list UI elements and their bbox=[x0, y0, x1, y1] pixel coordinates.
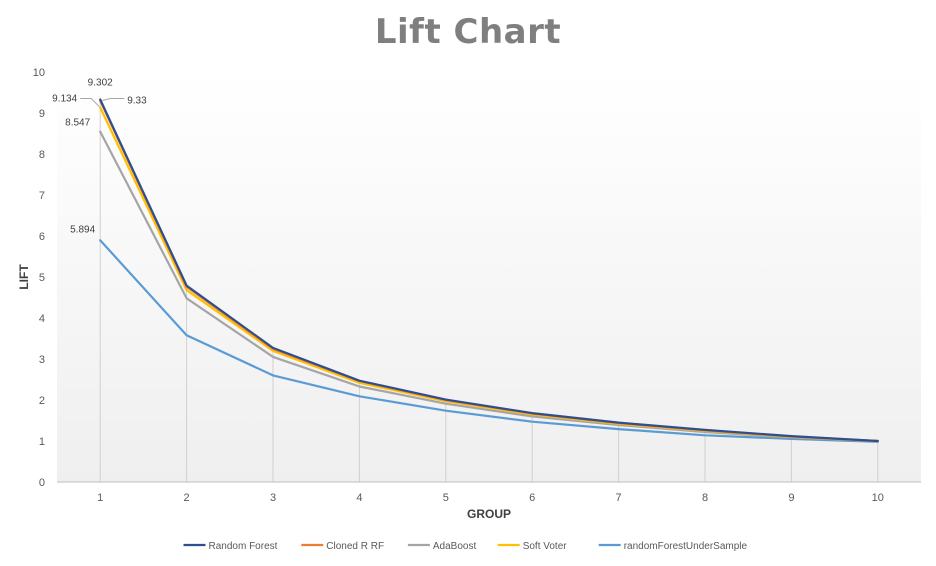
y-tick-label: 2 bbox=[39, 395, 45, 407]
x-tick-label: 6 bbox=[529, 492, 535, 504]
x-tick-label: 10 bbox=[872, 492, 884, 504]
data-label: 9.134 bbox=[52, 94, 77, 105]
y-tick-label: 3 bbox=[39, 354, 45, 366]
plot-area bbox=[57, 72, 921, 482]
data-label: 8.547 bbox=[65, 118, 90, 129]
legend-label: Soft Voter bbox=[523, 541, 568, 552]
data-labels: 9.302 9.33 9.134 8.547 5.894 bbox=[52, 78, 147, 236]
legend-item: Cloned R RF bbox=[301, 541, 384, 552]
series-line-randomforestundersample bbox=[99, 239, 879, 443]
x-axis-title: GROUP bbox=[467, 507, 511, 521]
legend-label: randomForestUnderSample bbox=[624, 541, 748, 552]
legend-item: AdaBoost bbox=[407, 541, 477, 552]
y-tick-label: 5 bbox=[39, 272, 45, 284]
x-tick-label: 7 bbox=[616, 492, 622, 504]
y-tick-label: 9 bbox=[39, 108, 45, 120]
data-label-leader bbox=[102, 97, 125, 101]
x-tick-label: 1 bbox=[97, 492, 103, 504]
drop-lines bbox=[99, 99, 879, 482]
y-tick-label: 1 bbox=[39, 436, 45, 448]
y-tick-label: 4 bbox=[39, 313, 45, 325]
data-label-leader bbox=[80, 98, 100, 107]
legend-label: Cloned R RF bbox=[326, 541, 384, 552]
y-tick-label: 6 bbox=[39, 231, 45, 243]
axes: 0 1 2 3 4 5 6 7 8 9 10 1 2 3 4 5 6 7 8 9 10 GROUP LIFT bbox=[17, 67, 921, 521]
legend-item: Soft Voter bbox=[497, 541, 568, 552]
legend-label: Random Forest bbox=[209, 541, 278, 552]
y-tick-label: 7 bbox=[39, 190, 45, 202]
x-tick-label: 5 bbox=[443, 492, 449, 504]
x-tick-label: 3 bbox=[270, 492, 276, 504]
y-tick-label: 8 bbox=[39, 149, 45, 161]
y-tick-label: 0 bbox=[39, 477, 45, 489]
y-tick-label: 10 bbox=[33, 67, 45, 79]
data-label: 5.894 bbox=[70, 224, 95, 235]
legend-label: AdaBoost bbox=[433, 541, 477, 552]
y-axis-title: LIFT bbox=[17, 264, 31, 290]
legend: Random Forest Cloned R RF AdaBoost Soft Vot… bbox=[183, 541, 748, 552]
series-line-random-forest bbox=[99, 98, 879, 443]
x-tick-label: 9 bbox=[788, 492, 794, 504]
legend-item: Random Forest bbox=[183, 541, 278, 552]
chart-title: Lift Chart bbox=[374, 12, 562, 52]
x-tick-label: 4 bbox=[356, 492, 362, 504]
x-tick-label: 2 bbox=[184, 492, 190, 504]
legend-item: randomForestUnderSample bbox=[598, 541, 748, 552]
data-label: 9.33 bbox=[127, 95, 147, 106]
data-label: 9.302 bbox=[88, 78, 113, 89]
x-tick-label: 8 bbox=[702, 492, 708, 504]
series-lines bbox=[99, 98, 879, 443]
